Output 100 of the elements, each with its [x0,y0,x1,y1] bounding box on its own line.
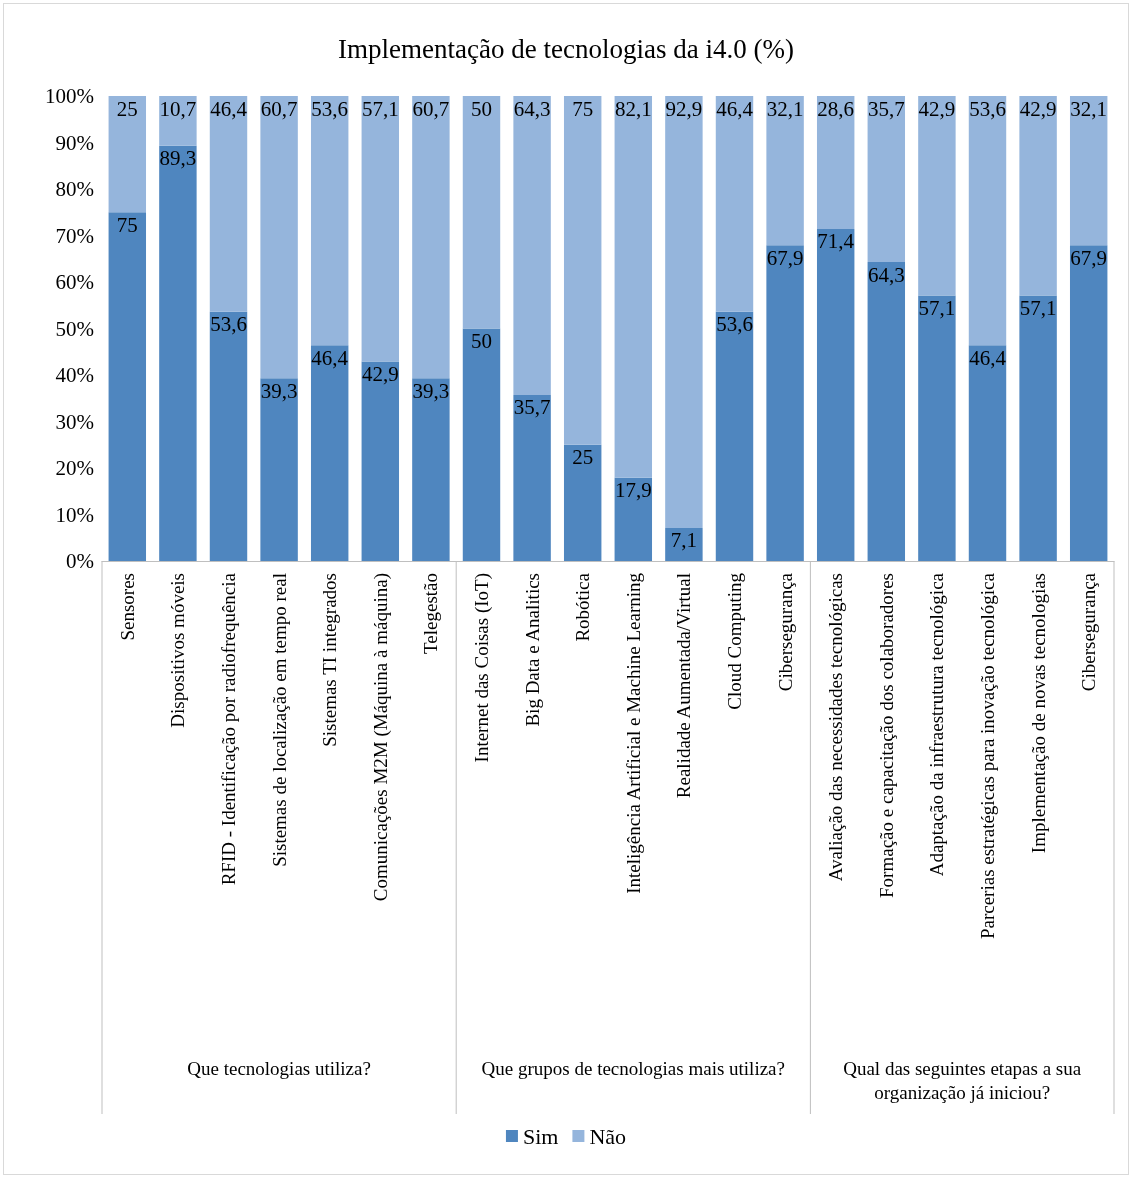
bar [361,96,400,362]
data-label: 46,4 [210,96,248,121]
data-label: 42,9 [918,96,956,121]
data-label: 35,7 [867,96,905,121]
data-label: 35,7 [513,395,551,420]
bar [260,378,298,561]
data-label: 71,4 [817,229,855,254]
bar [159,96,197,146]
bar [310,96,349,346]
x-tick-label: Sensores [116,573,138,641]
bar [1069,96,1108,246]
x-tick-label: Cibersegurança [1078,572,1100,692]
x-tick-label: Cibersegurança [774,572,796,692]
bar [412,96,450,379]
data-label: 50 [471,329,492,353]
data-label: 92,9 [665,96,703,121]
data-label: 60,7 [260,96,298,121]
data-label: 46,4 [311,345,349,370]
bar [1019,295,1057,561]
data-label: 57,1 [361,96,399,121]
bar [918,96,956,296]
data-label: 46,4 [969,345,1007,370]
x-tick-label: Implementação de novas tecnologias [1027,573,1049,854]
y-tick-label: 30% [55,409,94,434]
x-tick-label: Realidade Aumentada/Virtual [673,573,695,799]
data-label: 53,6 [716,312,753,337]
data-label: 89,3 [159,146,197,171]
data-label: 53,6 [969,96,1006,121]
data-label: 46,4 [716,96,754,121]
bar [412,378,450,561]
data-label: 53,6 [210,312,247,337]
legend-label: Não [589,1123,627,1149]
bar [918,295,956,561]
y-tick-label: 20% [55,456,94,480]
data-label: 7,1 [670,528,698,553]
legend-label: Sim [522,1123,559,1149]
bar [614,96,653,478]
bar [766,245,804,561]
data-label: 67,9 [766,245,804,270]
x-tick-label: Cloud Computing [724,572,745,710]
text: Qual das seguintes etapas a sua organização já iniciou? [842,1057,1083,1105]
x-tick-label: Parcerias estratégicas para inovação tecnológica [977,572,998,940]
data-label: 42,9 [1019,96,1057,121]
data-label: 53,6 [311,96,349,121]
x-tick-label: Big Data e Analitics [521,573,543,727]
bar [867,262,906,561]
x-tick-label: RFID - Identificação por radiofrequência [218,572,239,886]
x-tick-label: Telegestão [420,573,442,654]
chart-title: Implementação de tecnologias da i4.0 (%) [338,33,794,64]
x-tick-label: Robótica [572,572,594,642]
data-label: 10,7 [159,96,197,121]
bar [614,477,653,561]
bar [715,311,754,561]
y-tick-label: 90% [55,130,94,155]
bar [159,145,197,561]
text: Que tecnologias utiliza? [186,1057,372,1081]
bar [563,444,602,561]
bar [361,361,400,561]
text: Que grupos de tecnologias mais utiliza? [480,1057,786,1081]
bar [816,96,855,229]
x-tick-label: Sistemas de localização em tempo real [268,573,290,867]
y-tick-label: 60% [55,270,94,294]
data-label: 39,3 [412,378,450,403]
bar [310,345,349,561]
data-label: 67,9 [1070,245,1108,270]
data-label: 57,1 [918,295,956,320]
data-label: 25 [116,96,138,121]
x-tick-label: Comunicações M2M (Máquina à máquina) [369,573,392,902]
data-label: 32,1 [1070,96,1108,121]
data-label: 42,9 [361,362,399,387]
data-label: 82,1 [614,96,652,121]
bar [867,96,906,263]
bar [1069,245,1108,561]
bar [968,345,1007,561]
y-tick-label: 40% [55,363,94,387]
y-tick-label: 0% [66,549,94,573]
x-tick-label: Sistemas TI integrados [319,573,341,747]
data-label: 75 [116,212,138,237]
data-label: 50 [471,96,492,121]
data-label: 64,3 [513,96,551,121]
x-tick-label: Formação e capacitação dos colaboradores [875,573,897,898]
data-label: 25 [572,445,594,470]
x-tick-label: Dispositivos móveis [167,573,189,728]
data-label: 39,3 [260,378,298,403]
data-label: 75 [572,96,594,121]
bar [715,96,754,312]
data-label: 17,9 [614,478,652,503]
bar [766,96,804,246]
x-tick-label: Internet das Coisas (IoT) [471,573,493,763]
y-tick-label: 80% [55,177,94,201]
bar [209,311,248,561]
bar [108,212,147,561]
y-tick-label: 10% [55,502,94,527]
bar [462,96,501,329]
bar [665,96,703,528]
bar [260,96,298,379]
data-label: 57,1 [1019,295,1057,320]
bar [108,96,147,213]
x-tick-label: Avaliação das necessidades tecnológicas [825,573,847,882]
bar [513,96,551,395]
